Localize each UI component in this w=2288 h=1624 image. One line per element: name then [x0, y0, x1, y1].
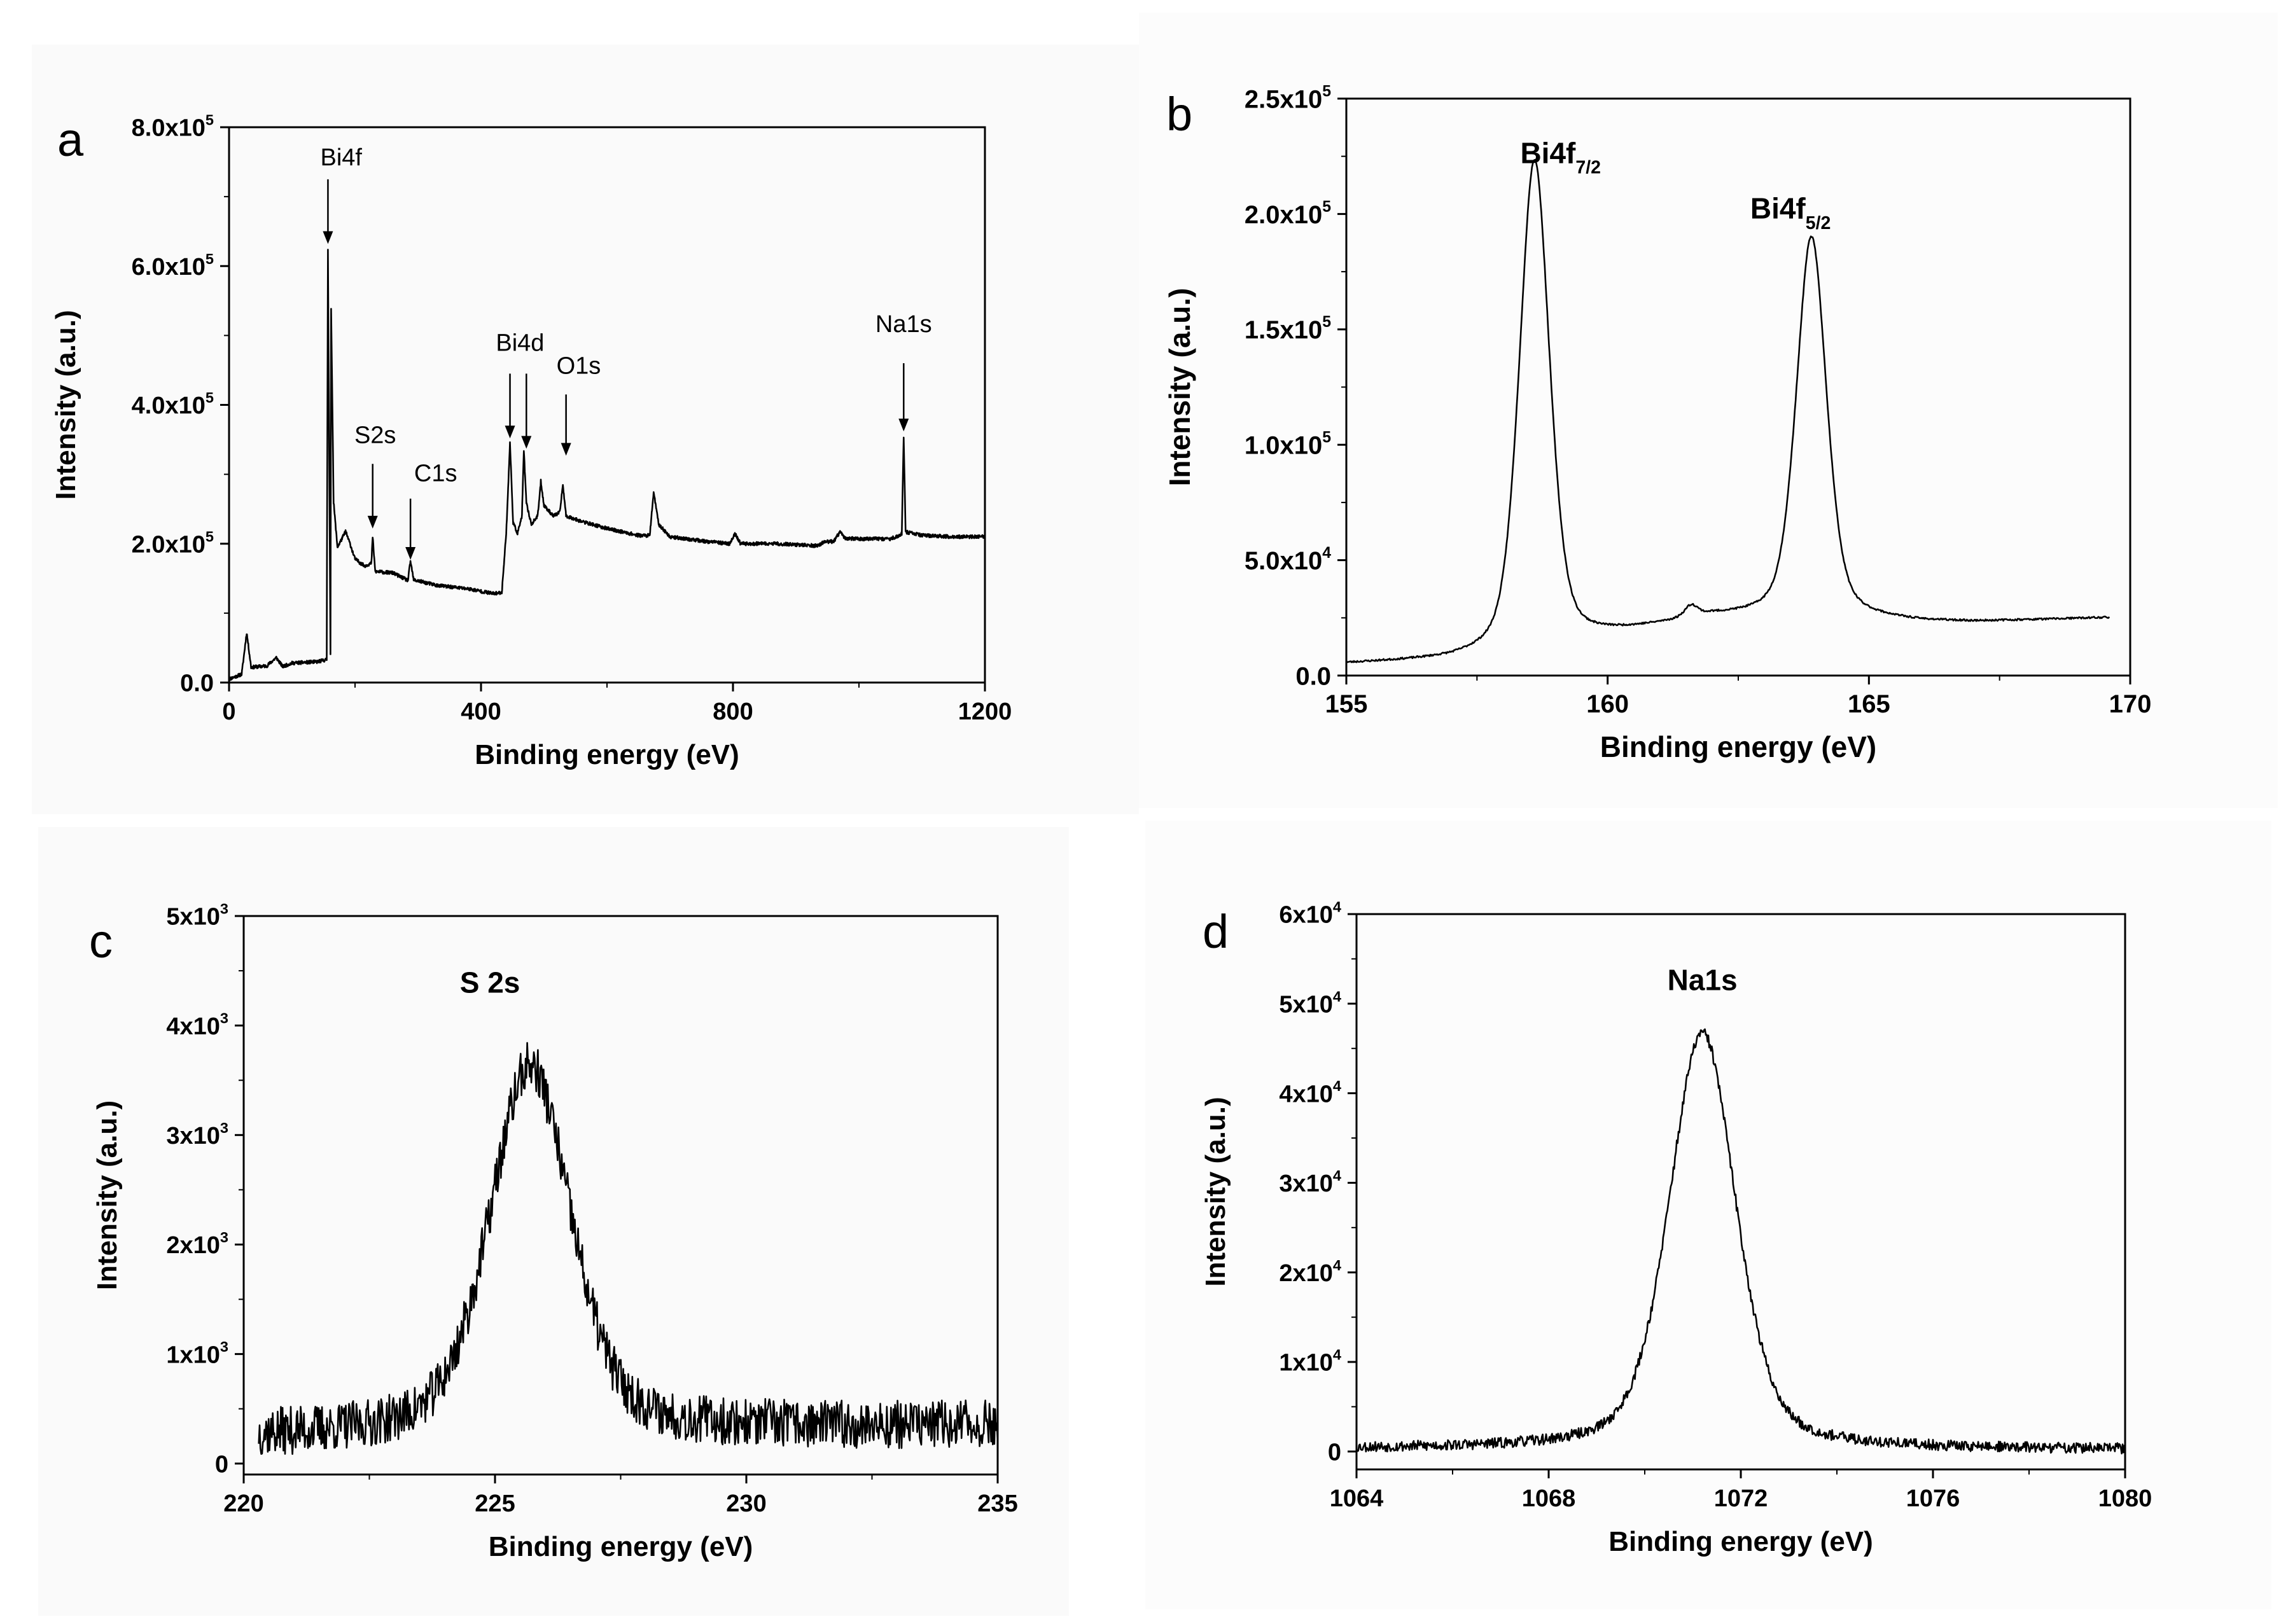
spectrum-line: [258, 1042, 999, 1455]
peak-label: O1s: [557, 352, 601, 379]
x-axis-label: Binding energy (eV): [475, 739, 739, 770]
spectrum-line: [1346, 159, 2110, 663]
y-tick-label: 4x103: [166, 1010, 228, 1040]
y-tick-label: 5.0x104: [1245, 545, 1331, 575]
y-tick-label: 2x103: [166, 1229, 228, 1259]
peak-label: Bi4f: [320, 144, 362, 171]
x-tick-label: 165: [1848, 690, 1890, 718]
x-tick-label: 160: [1586, 690, 1629, 718]
x-axis-label: Binding energy (eV): [1608, 1526, 1873, 1557]
spectrum-line: [1355, 1028, 2126, 1455]
x-tick-label: 1064: [1330, 1485, 1384, 1512]
x-tick-label: 230: [726, 1490, 766, 1517]
x-axis-label: Binding energy (eV): [1600, 730, 1876, 763]
x-tick-label: 400: [461, 698, 501, 725]
x-tick-label: 1200: [958, 698, 1012, 725]
panel-b-bi4f-spectrum: b 155 160 165 170 0.0 5.0x104 1.0x105 1.5x105 2.0…: [1163, 83, 2151, 763]
y-tick-label: 6x104: [1279, 899, 1341, 929]
y-tick-label: 2.0x105: [1245, 198, 1331, 229]
x-tick-label: 1076: [1906, 1485, 1960, 1512]
y-axis-label: Intensity (a.u.): [50, 310, 81, 499]
peak-label: Bi4f7/2: [1520, 137, 1601, 178]
x-tick-label: 235: [977, 1490, 1017, 1517]
y-axis-label: Intensity (a.u.): [92, 1100, 123, 1290]
y-tick-label: 4.0x105: [132, 389, 214, 419]
peak-arrow-head: [898, 419, 909, 432]
panel-letter: d: [1203, 905, 1229, 958]
x-tick-label: 225: [475, 1490, 515, 1517]
peak-arrow-head: [521, 436, 532, 449]
panel-letter: c: [89, 915, 113, 968]
y-axis-label: Intensity (a.u.): [1163, 288, 1196, 487]
panel-d-background: [1145, 821, 2271, 1609]
y-tick-label: 2.0x105: [132, 528, 214, 558]
panel-a-background: [32, 45, 1139, 814]
peak-label: S2s: [354, 422, 396, 449]
panel-c-s2s-spectrum: c 220 225 230 235 0 1x103 2x103 3x103 4x103 5x103 B…: [89, 901, 1018, 1562]
peak-arrow-head: [405, 547, 416, 560]
peak-arrow-head: [561, 443, 571, 456]
x-tick-label: 170: [2109, 690, 2152, 718]
peak-label: Bi4d: [496, 330, 544, 356]
y-tick-label: 1.0x105: [1245, 429, 1331, 460]
peak-label: Na1s: [1668, 964, 1738, 997]
y-tick-label: 5x103: [166, 901, 228, 931]
y-tick-label: 1.5x105: [1245, 314, 1331, 344]
y-tick-label: 0.0: [180, 670, 214, 697]
y-tick-label: 8.0x105: [132, 112, 214, 142]
panel-letter: b: [1166, 88, 1192, 141]
y-tick-label: 2x104: [1279, 1257, 1341, 1287]
x-tick-label: 1068: [1522, 1485, 1576, 1512]
peak-label: Na1s: [875, 311, 932, 338]
x-tick-label: 800: [713, 698, 753, 725]
y-tick-label: 5x104: [1279, 988, 1341, 1018]
x-axis-label: Binding energy (eV): [489, 1531, 753, 1562]
peak-label: C1s: [414, 461, 457, 487]
y-axis-label: Intensity (a.u.): [1200, 1097, 1231, 1286]
x-tick-label: 0: [222, 698, 235, 725]
x-tick-label: 155: [1325, 690, 1368, 718]
panel-a-survey-spectrum: a 0 400 800 1200 0.0 2.0x105 4.0x105 6.0x105 8.0x…: [50, 112, 1012, 770]
peak-arrow-head: [367, 515, 378, 529]
peak-label: S 2s: [460, 966, 520, 999]
y-tick-label: 0: [215, 1451, 228, 1478]
y-tick-label: 0: [1328, 1440, 1341, 1466]
y-tick-label: 6.0x105: [132, 251, 214, 281]
y-tick-label: 1x103: [166, 1338, 228, 1368]
x-tick-label: 1072: [1714, 1485, 1768, 1512]
peak-arrow-head: [505, 426, 515, 439]
y-tick-label: 3x104: [1279, 1167, 1341, 1197]
peak-label: Bi4f5/2: [1750, 192, 1831, 233]
x-tick-label: 220: [223, 1490, 263, 1517]
y-tick-label: 1x104: [1279, 1347, 1341, 1377]
y-tick-label: 0.0: [1295, 662, 1331, 690]
y-tick-label: 4x104: [1279, 1078, 1341, 1107]
y-tick-label: 2.5x105: [1245, 83, 1331, 113]
panel-c-background: [38, 827, 1069, 1616]
peak-arrow-head: [323, 231, 333, 244]
y-tick-label: 3x103: [166, 1120, 228, 1149]
x-tick-label: 1080: [2098, 1485, 2152, 1512]
panel-d-na1s-spectrum: d 1064 1068 1072 1076 1080 0 1x104 2x104 3x104 4x1…: [1200, 899, 2152, 1557]
panel-letter: a: [57, 113, 84, 166]
spectrum-line: [228, 249, 986, 681]
